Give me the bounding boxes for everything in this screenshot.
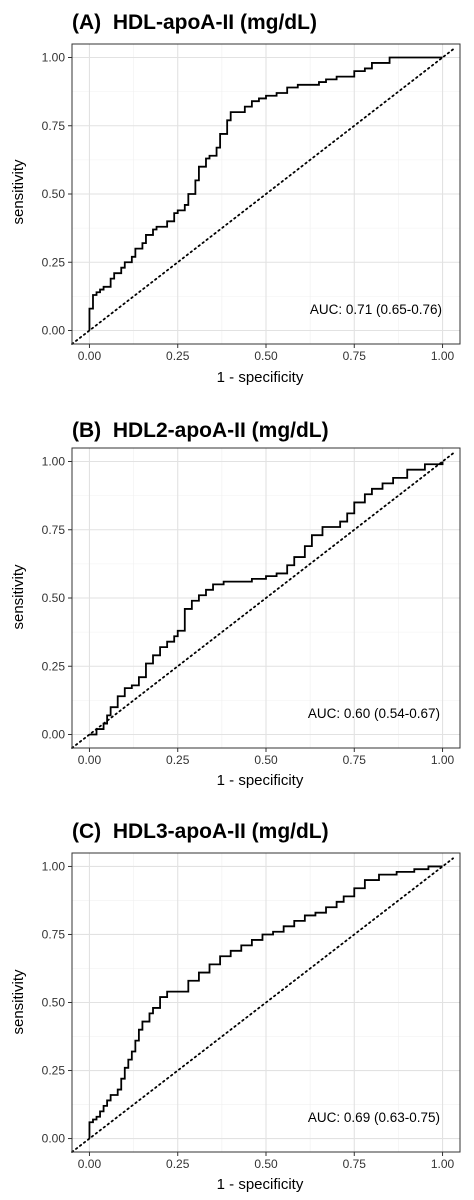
panel-a-plot: 0.00 0.25 0.50 0.75 1.00 0.00 0.25 0.50 0.75 1.00 (42, 43, 461, 363)
panel-a-ylabel: sensitivity (10, 159, 27, 225)
panel-c-plot: 0.00 0.25 0.50 0.75 1.00 0.00 0.25 0.50 0.75 1.00 (42, 852, 461, 1171)
y-tick-label: 0.25 (42, 1064, 66, 1078)
panel-a-auc-label: AUC: 0.71 (0.65-0.76) (310, 302, 442, 317)
y-tick-label: 0.50 (42, 996, 66, 1010)
x-tick-label: 0.25 (166, 349, 190, 363)
x-tick-label: 0.75 (343, 349, 367, 363)
panel-b-auc-label: AUC: 0.60 (0.54-0.67) (308, 706, 440, 721)
panel-b-title: (B) HDL2-apoA-II (mg/dL) (72, 419, 329, 442)
x-tick-label: 0.00 (78, 349, 102, 363)
panel-b-plot: 0.00 0.25 0.50 0.75 1.00 0.00 0.25 0.50 0.75 1.00 (42, 447, 461, 767)
panel-c-roc-curve (88, 865, 443, 1139)
panel-a-title: (A) HDL-apoA-II (mg/dL) (72, 11, 317, 34)
panel-a-roc-curve (88, 56, 443, 331)
panel-b-reference-diagonal (71, 452, 454, 749)
x-tick-label: 0.75 (343, 753, 367, 767)
x-tick-label: 0.50 (254, 349, 278, 363)
x-tick-label: 0.50 (254, 753, 278, 767)
panel-c-title: (C) HDL3-apoA-II (mg/dL) (72, 820, 329, 843)
x-tick-label: 0.00 (78, 1157, 102, 1171)
y-tick-label: 0.00 (42, 1132, 66, 1146)
x-tick-label: 0.75 (343, 1157, 367, 1171)
y-tick-label: 1.00 (42, 455, 66, 469)
panel-b-xlabel: 1 - specificity (217, 772, 304, 789)
panel-a-reference-diagonal (71, 48, 454, 345)
y-tick-label: 0.25 (42, 255, 66, 269)
x-tick-label: 0.25 (166, 753, 190, 767)
x-tick-label: 0.50 (254, 1157, 278, 1171)
y-tick-label: 0.00 (42, 728, 66, 742)
y-tick-label: 0.75 (42, 523, 66, 537)
y-tick-label: 1.00 (42, 51, 66, 65)
panel-b-ylabel: sensitivity (10, 564, 27, 630)
panel-b-roc-curve (89, 461, 444, 736)
y-tick-label: 0.25 (42, 659, 66, 673)
panel-a: (A) HDL-apoA-II (mg/dL) 0.00 0.25 0.50 0.75… (10, 11, 461, 386)
panel-c-auc-label: AUC: 0.69 (0.63-0.75) (308, 1110, 440, 1125)
panel-a-xlabel: 1 - specificity (217, 369, 304, 386)
x-tick-label: 0.25 (166, 1157, 190, 1171)
y-tick-label: 0.75 (42, 927, 66, 941)
panel-c: (C) HDL3-apoA-II (mg/dL) 0.00 0.25 0.50 0.7… (10, 820, 461, 1193)
y-tick-label: 0.00 (42, 324, 66, 338)
y-tick-label: 1.00 (42, 859, 66, 873)
panel-c-xlabel: 1 - specificity (217, 1176, 304, 1193)
x-tick-label: 1.00 (431, 349, 455, 363)
x-tick-label: 0.00 (78, 753, 102, 767)
y-tick-label: 0.75 (42, 119, 66, 133)
x-tick-label: 1.00 (431, 753, 455, 767)
x-tick-label: 1.00 (431, 1157, 455, 1171)
y-tick-label: 0.50 (42, 187, 66, 201)
panel-c-reference-diagonal (71, 857, 454, 1153)
panel-c-ylabel: sensitivity (10, 969, 27, 1035)
y-tick-label: 0.50 (42, 591, 66, 605)
panel-b: (B) HDL2-apoA-II (mg/dL) 0.00 0.25 0.50 0.7… (10, 419, 461, 789)
